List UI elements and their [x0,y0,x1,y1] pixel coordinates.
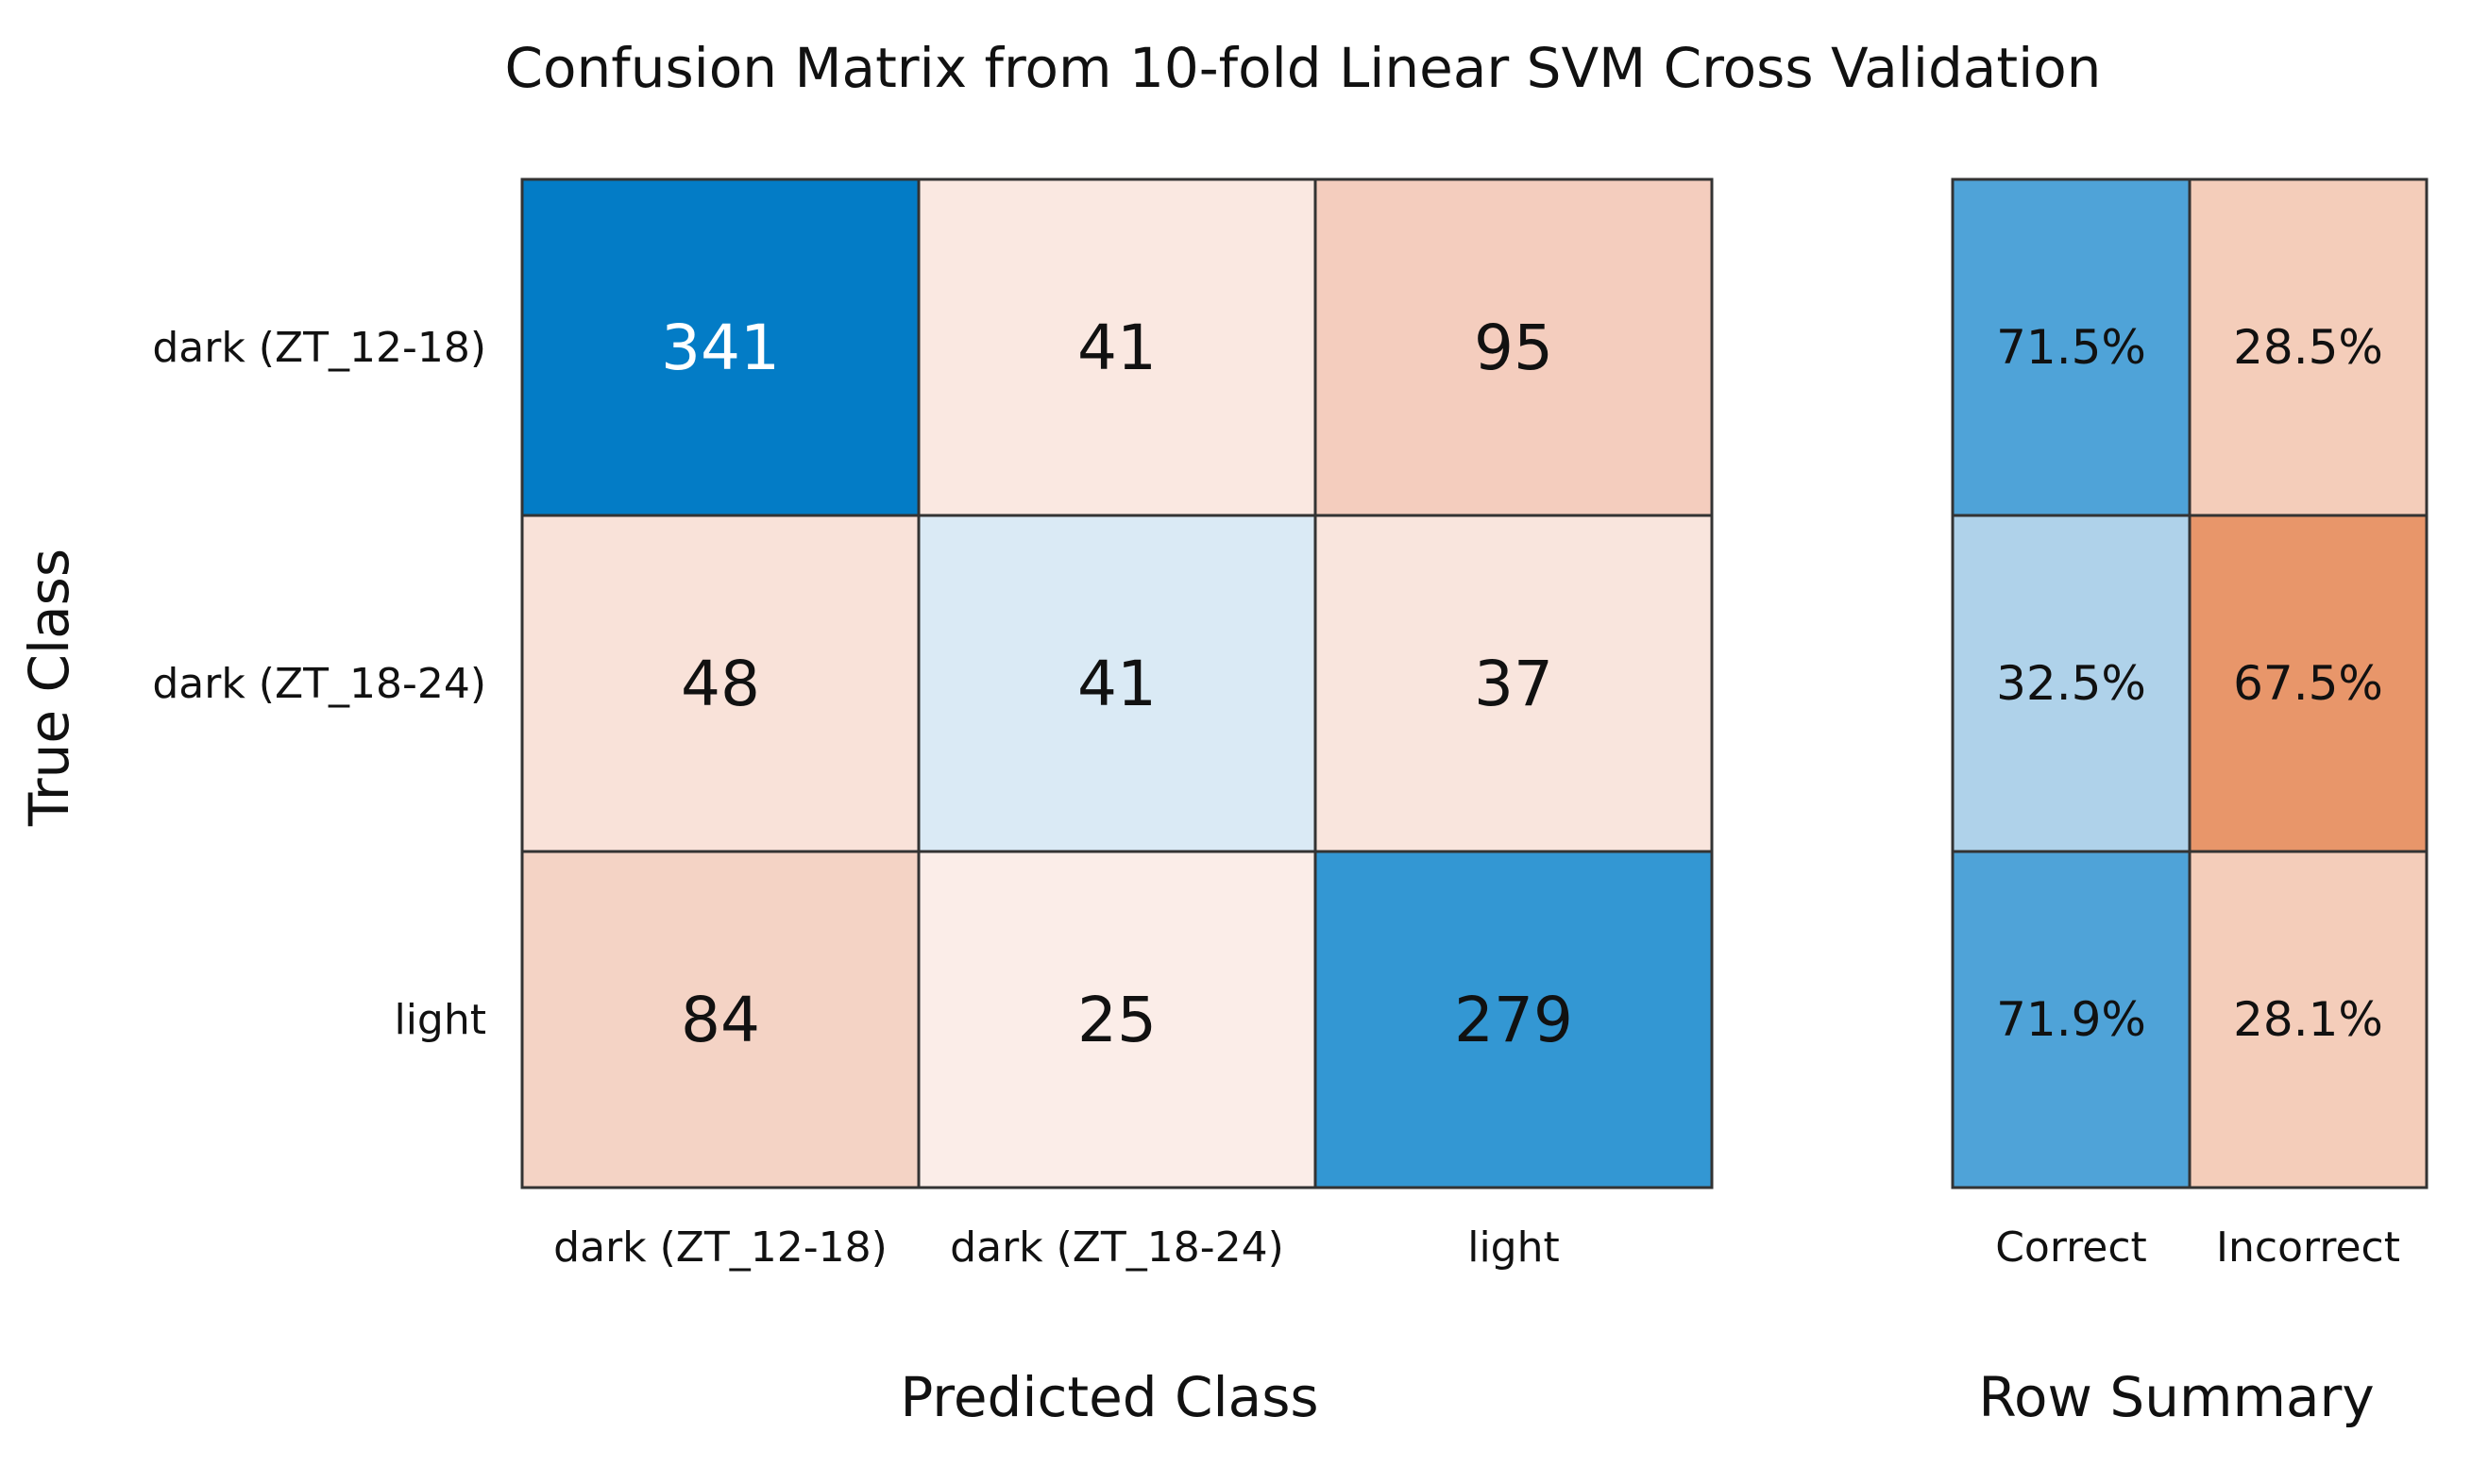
x-tick-labels: dark (ZT_12-18) dark (ZT_18-24) light [553,1223,1560,1272]
confusion-matrix-grid: 341 41 95 48 41 37 84 25 279 [520,177,1714,1189]
y-tick-label-0: dark (ZT_12-18) [152,324,486,372]
row-summary-column-labels: Correct Incorrect [1995,1223,2400,1272]
row-summary-grid: 71.5% 28.5% 32.5% 67.5% 71.9% 28.1% [1951,177,2429,1189]
summary-cell-value-r0-c1: 28.5% [2233,320,2383,375]
summary-cell-value-r1-c0: 32.5% [1996,656,2146,711]
matrix-cell-r1-c2 [1313,514,1714,853]
x-tick-label-2: light [1467,1223,1560,1272]
summary-cell-r2-c1 [2188,850,2429,1189]
matrix-cell-value-r0-c0: 341 [661,312,780,384]
matrix-cell-r2-c1 [917,850,1317,1189]
summary-column-label-1: Incorrect [2216,1223,2400,1272]
summary-cell-r2-c0 [1951,850,2192,1189]
matrix-cell-value-r2-c1: 25 [1077,984,1157,1056]
y-tick-label-1: dark (ZT_18-24) [152,660,486,708]
matrix-cell-r2-c2 [1313,850,1714,1189]
summary-cell-value-r2-c0: 71.9% [1996,992,2146,1047]
summary-cell-value-r0-c0: 71.5% [1996,320,2146,375]
matrix-cell-r0-c2 [1313,177,1714,517]
summary-cell-value-r2-c1: 28.1% [2233,992,2383,1047]
matrix-cell-r0-c0 [520,177,921,517]
matrix-cell-value-r2-c2: 279 [1454,984,1573,1056]
matrix-cell-value-r2-c0: 84 [681,984,760,1056]
matrix-cell-value-r0-c1: 41 [1077,312,1157,384]
matrix-cell-r0-c1 [917,177,1317,517]
x-axis-title: Predicted Class [900,1365,1318,1429]
row-summary-title: Row Summary [1978,1365,2374,1429]
summary-cell-r1-c0 [1951,514,2192,853]
summary-column-label-0: Correct [1995,1223,2147,1272]
matrix-cell-r1-c0 [520,514,921,853]
summary-cell-r0-c1 [2188,177,2429,517]
matrix-cell-value-r1-c2: 37 [1474,648,1553,720]
y-tick-labels: dark (ZT_12-18)dark (ZT_18-24)light [152,324,486,1044]
y-axis-title: True Class [17,548,81,827]
chart-title: Confusion Matrix from 10-fold Linear SVM… [505,36,2102,100]
matrix-cell-value-r1-c1: 41 [1077,648,1157,720]
matrix-cell-value-r1-c0: 48 [681,648,760,720]
matrix-cell-value-r0-c2: 95 [1474,312,1553,384]
x-tick-label-0: dark (ZT_12-18) [553,1223,888,1272]
summary-cell-r1-c1 [2188,514,2429,853]
summary-cell-r0-c0 [1951,177,2192,517]
matrix-cell-r1-c1 [917,514,1317,853]
summary-cell-value-r1-c1: 67.5% [2233,656,2383,711]
x-tick-label-1: dark (ZT_18-24) [950,1223,1284,1272]
matrix-cell-r2-c0 [520,850,921,1189]
y-tick-label-2: light [394,996,486,1044]
